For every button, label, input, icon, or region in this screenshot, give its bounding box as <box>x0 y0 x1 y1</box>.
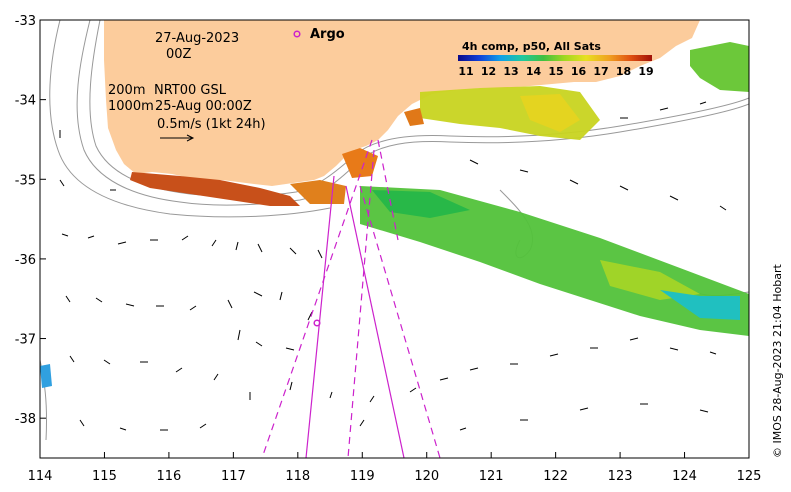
vector-scale-label: 0.5m/s (1kt 24h) <box>157 117 266 132</box>
product-label: NRT00 GSL <box>154 83 227 98</box>
x-tick-label: 121 <box>479 469 504 484</box>
argo-legend-label: Argo <box>310 27 345 42</box>
current-vectors <box>59 101 727 431</box>
sst-band-warm <box>130 172 300 206</box>
satellite-tracks <box>261 139 441 458</box>
x-tick-label: 122 <box>543 469 568 484</box>
x-tick-label: 115 <box>92 469 117 484</box>
x-tick-label: 114 <box>28 469 53 484</box>
x-tick-label: 119 <box>350 469 375 484</box>
isobath-contours <box>40 20 749 441</box>
colorbar-tick-label: 16 <box>571 65 587 78</box>
product-time-label: 25-Aug 00:00Z <box>155 99 252 114</box>
colorbar-tick-label: 13 <box>503 65 518 78</box>
colorbar-tick-label: 19 <box>638 65 653 78</box>
isobath-deep-label: 1000m <box>108 99 154 114</box>
y-tick-label: -38 <box>15 412 36 427</box>
isobath-shallow-label: 200m <box>108 83 145 98</box>
x-tick-label: 116 <box>156 469 181 484</box>
sst-band-cool <box>360 186 749 336</box>
y-tick-label: -36 <box>15 253 36 268</box>
colorbar-tick-label: 15 <box>548 65 563 78</box>
colorbar-tick-label: 17 <box>593 65 608 78</box>
x-tick-label: 117 <box>221 469 246 484</box>
x-tick-label: 120 <box>414 469 439 484</box>
y-axis: -33 -34 -35 -36 -37 -38 <box>15 14 46 427</box>
y-tick-label: -34 <box>15 94 36 109</box>
land-mass <box>104 20 700 186</box>
plot-frame <box>39 19 750 459</box>
sst-swaths <box>40 42 749 388</box>
colorbar-tick-label: 14 <box>526 65 542 78</box>
y-tick-label: -33 <box>15 14 36 29</box>
colorbar-tick-label: 12 <box>481 65 496 78</box>
map-time: 00Z <box>166 47 192 62</box>
argo-float-marker <box>313 319 321 327</box>
colorbar-gradient <box>458 55 652 61</box>
y-tick-label: -37 <box>15 333 36 348</box>
colorbar-title: 4h comp, p50, All Sats <box>462 40 601 53</box>
colorbar-tick-label: 11 <box>458 65 473 78</box>
x-tick-label: 123 <box>608 469 633 484</box>
credit-text: © IMOS 28-Aug-2023 21:04 Hobart <box>771 264 784 458</box>
scale-arrow <box>160 134 195 142</box>
colorbar-ticks: 11 12 13 14 15 16 17 18 19 <box>458 65 653 78</box>
x-tick-label: 125 <box>737 469 762 484</box>
x-axis: 114 115 116 117 118 119 120 121 122 123 124 125 <box>28 452 762 484</box>
argo-legend-marker <box>293 30 301 38</box>
y-tick-label: -35 <box>15 173 36 188</box>
map-date: 27-Aug-2023 <box>155 31 239 46</box>
colorbar-tick-label: 18 <box>616 65 631 78</box>
x-tick-label: 124 <box>672 469 697 484</box>
x-tick-label: 118 <box>285 469 310 484</box>
